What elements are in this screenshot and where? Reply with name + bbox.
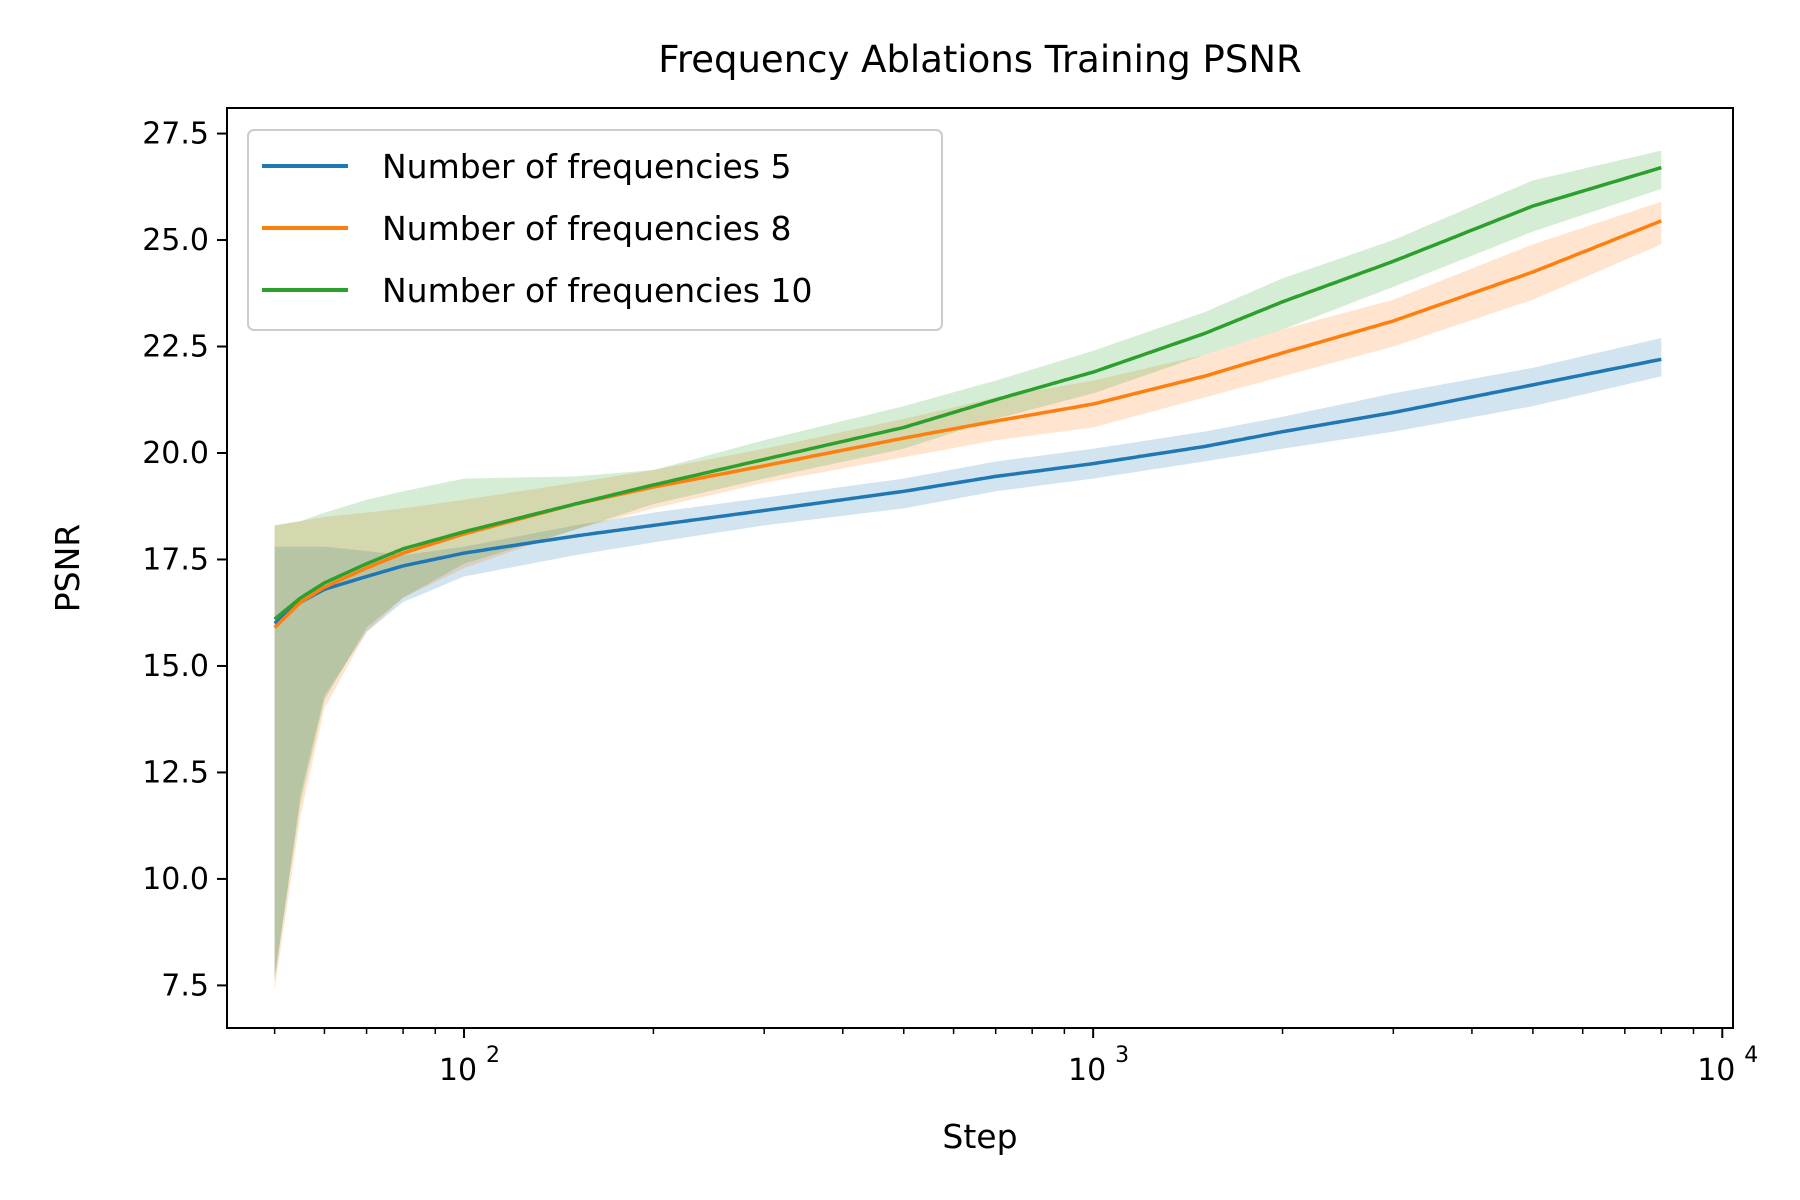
line-series-1 [273, 219, 1662, 629]
legend-label-freq-5: Number of frequencies 5 [382, 147, 792, 186]
x-tick-label: 10 [1697, 1053, 1735, 1088]
line-series-0 [273, 357, 1662, 625]
line-series-2 [273, 165, 1662, 621]
y-tick-label: 22.5 [142, 330, 209, 365]
y-axis-label: PSNR [48, 524, 87, 612]
y-tick-label: 27.5 [142, 117, 209, 152]
x-tick-label: 10 [1068, 1053, 1106, 1088]
band-series-2 [274, 150, 1662, 977]
y-tick-label: 12.5 [142, 755, 209, 790]
x-tick-exponent: 4 [1744, 1043, 1758, 1068]
legend-box [247, 129, 943, 331]
y-tick-label: 20.0 [142, 436, 209, 471]
y-tick-label: 7.5 [161, 968, 209, 1003]
chart-title: Frequency Ablations Training PSNR [658, 38, 1302, 81]
x-axis-label: Step [942, 1117, 1017, 1156]
band-series-1 [274, 201, 1662, 990]
x-tick-exponent: 3 [1115, 1043, 1129, 1068]
y-axis-ticks: 7.5 10.0 12.5 15.0 17.5 20.0 22.5 25.0 27.5 [142, 117, 227, 1003]
x-tick-label: 10 [439, 1053, 477, 1088]
plot-frame [226, 107, 1734, 1029]
series-lines [273, 165, 1662, 629]
confidence-bands [274, 150, 1662, 990]
band-series-0 [274, 338, 1662, 982]
y-tick-label: 10.0 [142, 862, 209, 897]
legend-label-freq-10: Number of frequencies 10 [382, 271, 812, 310]
y-tick-label: 17.5 [142, 542, 209, 577]
legend-label-freq-8: Number of frequencies 8 [382, 209, 792, 248]
y-tick-label: 25.0 [142, 223, 209, 258]
x-axis-ticks: 10 2 10 3 10 4 [273, 1028, 1758, 1088]
x-tick-exponent: 2 [486, 1043, 500, 1068]
legend: Number of frequencies 5 Number of freque… [247, 129, 943, 331]
y-tick-label: 15.0 [142, 649, 209, 684]
